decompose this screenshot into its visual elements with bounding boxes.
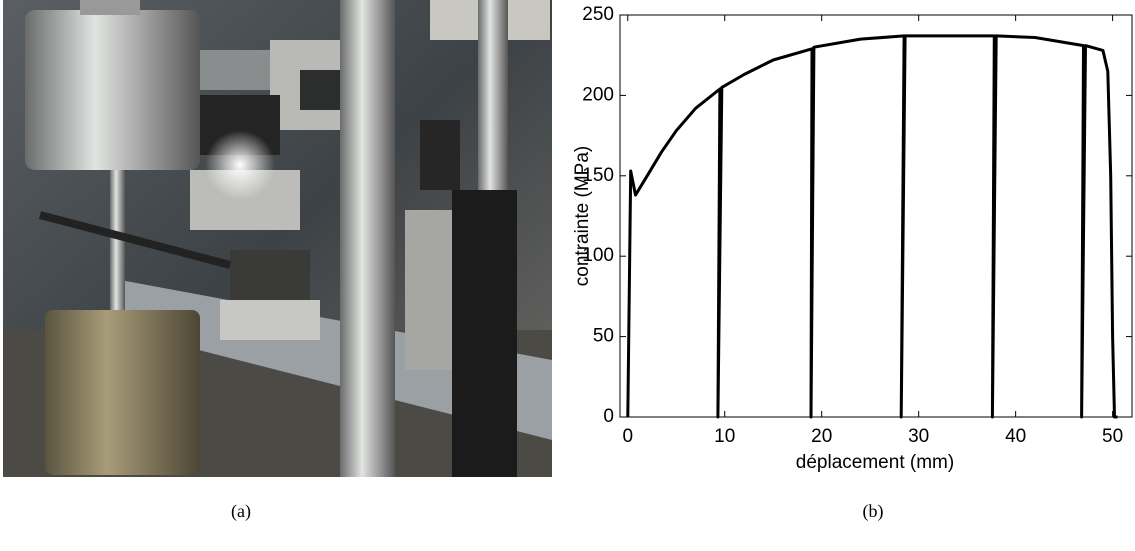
x-tick-label: 50	[1102, 426, 1123, 447]
caption: (a)	[231, 501, 251, 522]
y-axis-label: contrainte (MPa)	[572, 146, 593, 286]
x-tick-label: 30	[908, 426, 929, 447]
photo	[3, 0, 552, 477]
x-tick-label: 10	[714, 426, 735, 447]
caption: (b)	[863, 501, 884, 522]
y-tick-label: 200	[582, 84, 614, 105]
y-tick-label: 50	[593, 326, 614, 347]
x-tick-label: 40	[1005, 426, 1026, 447]
y-tick-label: 150	[582, 165, 614, 186]
data-line	[626, 34, 1118, 419]
y-tick-label: 250	[582, 4, 614, 25]
x-tick-label: 0	[622, 426, 633, 447]
x-axis-label: déplacement (mm)	[796, 452, 954, 473]
y-tick-label: 0	[603, 406, 614, 427]
x-tick-label: 20	[811, 426, 832, 447]
y-tick-label: 100	[582, 245, 614, 266]
plot-frame	[619, 14, 1133, 418]
